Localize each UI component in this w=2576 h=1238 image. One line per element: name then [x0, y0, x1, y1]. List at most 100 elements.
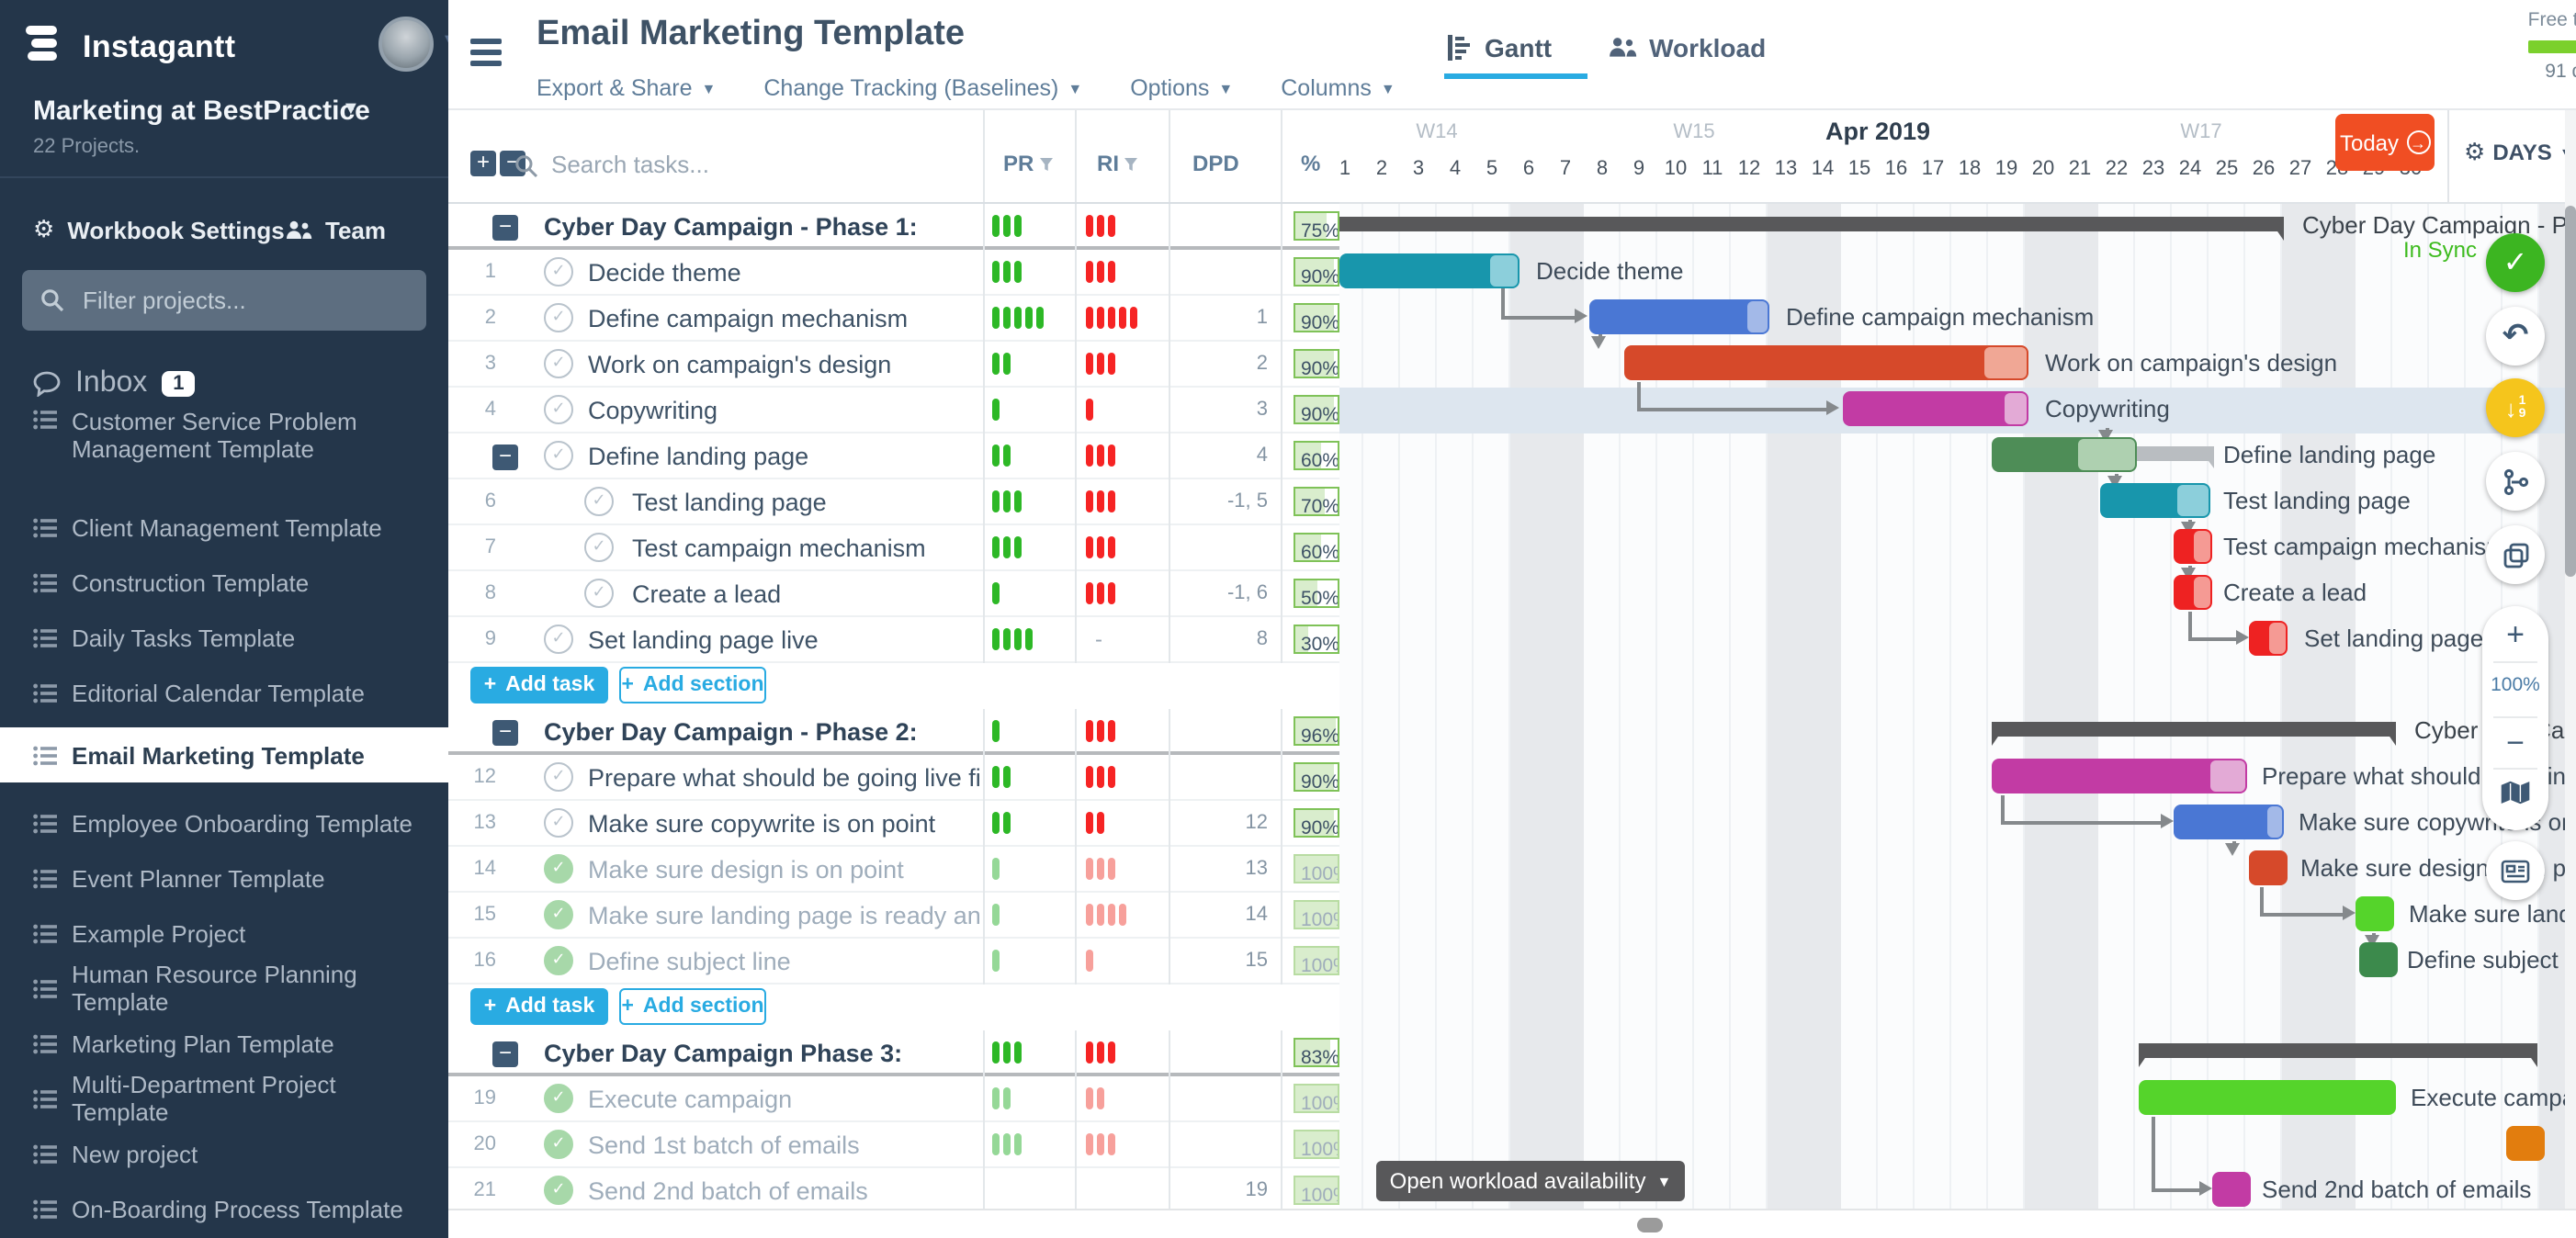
summary-bar[interactable]	[1339, 217, 2284, 241]
day-number[interactable]: 22	[2105, 158, 2129, 180]
day-number[interactable]: 20	[2031, 158, 2055, 180]
task-checkmark[interactable]: ✓	[584, 579, 614, 608]
menu-change-tracking-baselines-[interactable]: Change Tracking (Baselines) ▼	[763, 75, 1083, 101]
add-task-button[interactable]: + Add task	[470, 667, 608, 703]
undo-button[interactable]: ↶	[2486, 307, 2545, 366]
chevron-down-icon[interactable]: ▼	[441, 31, 448, 51]
add-task-button[interactable]: + Add task	[470, 988, 608, 1025]
menu-options[interactable]: Options ▼	[1130, 75, 1234, 101]
day-number[interactable]: 15	[1847, 158, 1871, 180]
summary-bar[interactable]	[2139, 1043, 2537, 1067]
copy-button[interactable]	[2486, 525, 2545, 584]
vertical-scrollbar-handle[interactable]	[2565, 206, 2576, 577]
task-row[interactable]: 16 ✓ Define subject line 15 100%	[448, 939, 1339, 985]
filter-projects-input[interactable]	[79, 285, 399, 316]
day-number[interactable]: 16	[1884, 158, 1908, 180]
workspace-name[interactable]: Marketing at BestPractice	[33, 96, 370, 127]
task-checkmark[interactable]: ✓	[544, 395, 573, 424]
gantt-task-bar[interactable]	[2174, 529, 2212, 564]
task-row[interactable]: 7 ✓ Test campaign mechanism 60%	[448, 525, 1339, 571]
timescale-days-button[interactable]: ⚙ DAYS ▼	[2464, 138, 2574, 167]
gantt-task-bar[interactable]	[1624, 345, 2028, 380]
day-number[interactable]: 26	[2252, 158, 2276, 180]
sidebar-project-item[interactable]: Customer Service Problem Management Temp…	[0, 408, 448, 489]
gantt-task-bar[interactable]	[1589, 299, 1769, 334]
task-row[interactable]: 4 ✓ Copywriting 3 90%	[448, 388, 1339, 433]
zoom-in-button[interactable]: +	[2506, 617, 2525, 652]
column-header-ri[interactable]: RI	[1097, 151, 1137, 176]
day-number[interactable]: 14	[1811, 158, 1835, 180]
task-row[interactable]: 2 ✓ Define campaign mechanism 1 90%	[448, 296, 1339, 342]
task-row[interactable]: 20 ✓ Send 1st batch of emails 100%	[448, 1122, 1339, 1168]
sync-check-button[interactable]: ✓	[2486, 233, 2545, 292]
collapse-icon[interactable]: −	[492, 215, 518, 241]
gantt-task-bar[interactable]	[2100, 483, 2210, 518]
task-checkmark[interactable]: ✓	[584, 487, 614, 516]
summary-bar[interactable]	[1992, 722, 2396, 746]
task-checkmark[interactable]: ✓	[584, 533, 614, 562]
task-checkmark[interactable]: ✓	[544, 808, 573, 838]
gantt-task-bar[interactable]	[2356, 896, 2394, 931]
day-number[interactable]: 27	[2288, 158, 2312, 180]
open-workload-button[interactable]: Open workload availability ▼	[1376, 1161, 1685, 1201]
gantt-task-bar[interactable]	[2506, 1126, 2545, 1161]
section-row[interactable]: − Cyber Day Campaign Phase 3: 83%	[448, 1030, 1339, 1076]
day-number[interactable]: 6	[1522, 158, 1535, 180]
task-checkmark[interactable]: ✓	[544, 441, 573, 470]
task-row[interactable]: 15 ✓ Make sure landing page is ready an...…	[448, 893, 1339, 939]
collapse-all-button[interactable]: −	[500, 150, 525, 176]
task-row[interactable]: 1 ✓ Decide theme 90%	[448, 250, 1339, 296]
sidebar-project-item[interactable]: Multi-Department Project Template	[0, 1071, 448, 1126]
sidebar-project-item[interactable]: New project	[0, 1126, 448, 1181]
gantt-task-bar[interactable]	[2212, 1172, 2251, 1207]
task-checkmark[interactable]: ✓	[544, 946, 573, 975]
column-header-dpd[interactable]: DPD	[1192, 151, 1239, 176]
day-number[interactable]: 12	[1737, 158, 1761, 180]
avatar[interactable]	[378, 17, 434, 72]
task-row[interactable]: 14 ✓ Make sure design is on point 13 100%	[448, 847, 1339, 893]
horizontal-scrollbar-handle[interactable]	[1637, 1218, 1663, 1232]
day-number[interactable]: 13	[1774, 158, 1798, 180]
sidebar-project-item[interactable]: On-Boarding Process Template	[0, 1181, 448, 1236]
day-number[interactable]: 11	[1701, 158, 1723, 180]
card-view-button[interactable]	[2486, 841, 2545, 900]
day-number[interactable]: 25	[2215, 158, 2239, 180]
task-checkmark[interactable]: ✓	[544, 349, 573, 378]
sidebar-project-item[interactable]: Marketing Plan Template	[0, 1016, 448, 1071]
day-number[interactable]: 21	[2068, 158, 2092, 180]
gantt-task-bar[interactable]	[2174, 805, 2284, 839]
task-checkmark[interactable]: ✓	[544, 303, 573, 332]
day-number[interactable]: 17	[1921, 158, 1945, 180]
gantt-task-bar[interactable]	[1843, 391, 2028, 426]
task-row[interactable]: 6 ✓ Test landing page -1, 5 70%	[448, 479, 1339, 525]
sidebar-project-item[interactable]: Email Marketing Template	[0, 727, 448, 782]
gantt-task-bar[interactable]	[2139, 1080, 2396, 1115]
zoom-out-button[interactable]: −	[2506, 726, 2525, 760]
gantt-task-bar[interactable]	[1992, 437, 2137, 472]
day-number[interactable]: 8	[1596, 158, 1609, 180]
day-number[interactable]: 1	[1339, 158, 1351, 180]
sidebar-project-item[interactable]: Client Management Template	[0, 500, 448, 555]
team-button[interactable]: Team	[285, 206, 386, 253]
menu-columns[interactable]: Columns ▼	[1281, 75, 1395, 101]
gantt-task-bar[interactable]	[2359, 942, 2398, 977]
task-row[interactable]: 12 ✓ Prepare what should be going live fi.…	[448, 755, 1339, 801]
section-row[interactable]: − Cyber Day Campaign - Phase 1: 75%	[448, 204, 1339, 250]
collapse-icon[interactable]: −	[492, 1041, 518, 1067]
task-row[interactable]: 13 ✓ Make sure copywrite is on point 12 90%	[448, 801, 1339, 847]
day-number[interactable]: 7	[1559, 158, 1572, 180]
gantt-task-bar[interactable]	[2174, 575, 2212, 610]
task-checkmark[interactable]: ✓	[544, 1084, 573, 1113]
collapse-icon[interactable]: −	[492, 720, 518, 746]
task-checkmark[interactable]: ✓	[544, 854, 573, 883]
add-section-button[interactable]: + Add section	[619, 988, 766, 1025]
today-button[interactable]: Today →	[2335, 114, 2435, 171]
day-number[interactable]: 19	[1994, 158, 2018, 180]
sidebar-project-item[interactable]: Construction Template	[0, 555, 448, 610]
task-checkmark[interactable]: ✓	[544, 625, 573, 654]
day-number[interactable]: 18	[1958, 158, 1982, 180]
day-number[interactable]: 3	[1412, 158, 1425, 180]
menu-export-share[interactable]: Export & Share ▼	[537, 75, 717, 101]
section-row[interactable]: − Cyber Day Campaign - Phase 2: 96%	[448, 709, 1339, 755]
